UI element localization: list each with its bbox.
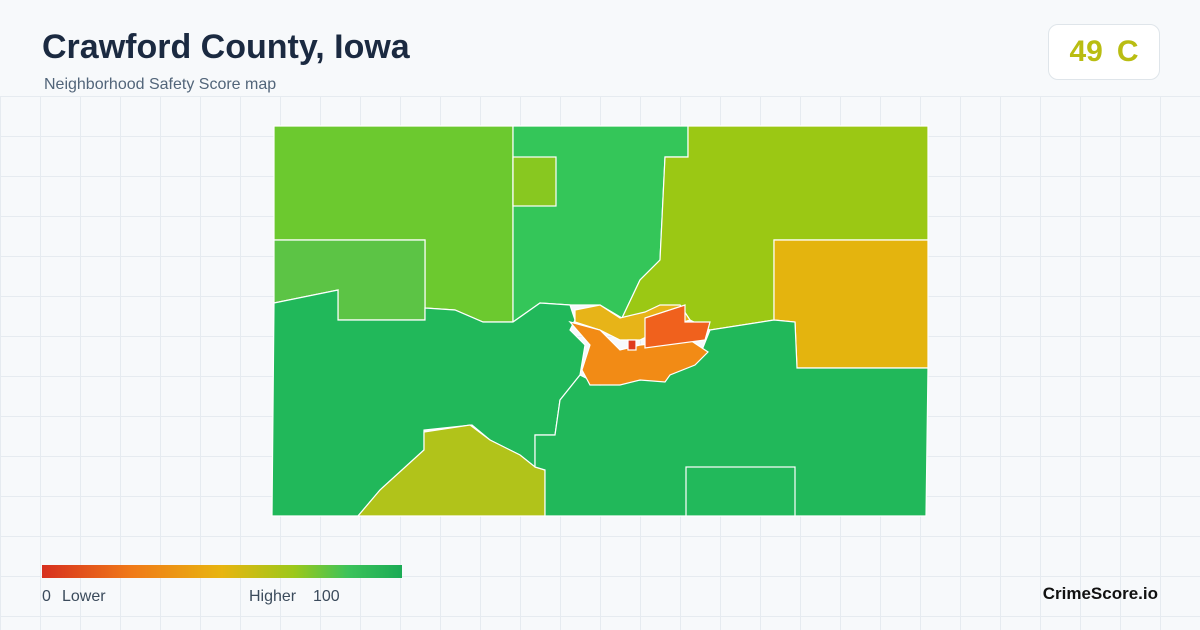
score-badge: 49 C xyxy=(1048,24,1160,80)
legend-gradient xyxy=(42,565,402,578)
region xyxy=(512,156,557,207)
legend-max: 100 xyxy=(313,588,340,605)
region xyxy=(627,339,637,351)
brand: CrimeScore.io xyxy=(1042,584,1158,603)
region xyxy=(685,466,796,517)
header: Crawford County, Iowa Neighborhood Safet… xyxy=(0,0,1200,97)
legend-min-label: Lower xyxy=(62,588,106,605)
region xyxy=(644,304,711,349)
subtitle: Neighborhood Safety Score map xyxy=(44,76,277,93)
legend-min: 0 xyxy=(42,588,51,605)
title: Crawford County, Iowa xyxy=(42,28,410,66)
score-value: 49 xyxy=(1069,35,1103,68)
score-grade: C xyxy=(1116,35,1139,68)
legend-max-label: Higher xyxy=(249,588,297,605)
region xyxy=(568,320,709,386)
region xyxy=(773,239,929,369)
